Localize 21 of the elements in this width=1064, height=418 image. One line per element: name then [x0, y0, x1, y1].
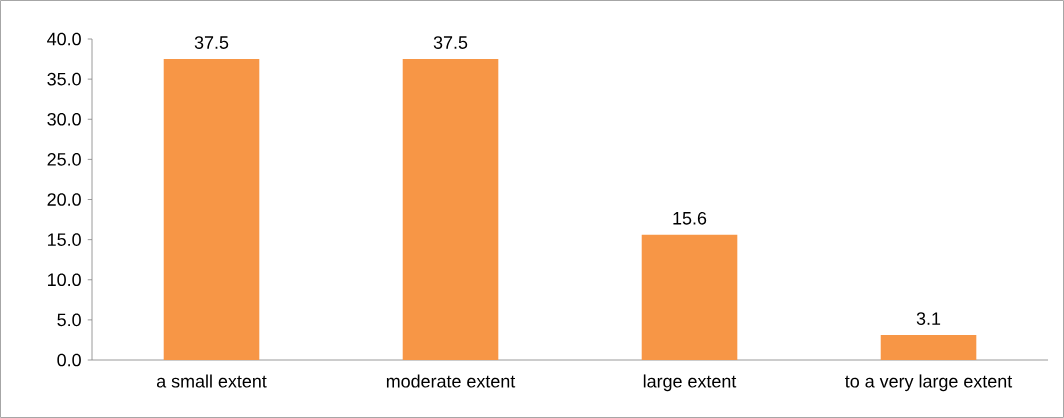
- x-tick-label: to a very large extent: [845, 374, 1013, 392]
- bar: [163, 59, 260, 360]
- x-tick-label: a small extent: [156, 374, 267, 388]
- y-tick-label: 25.0: [47, 153, 81, 166]
- data-label: 3.1: [916, 312, 941, 325]
- y-tick-label: 15.0: [48, 233, 81, 246]
- bar: [402, 59, 499, 360]
- data-label: 37.5: [433, 36, 468, 49]
- y-tick-label: 5.0: [57, 313, 81, 327]
- x-tick-label: large extent: [643, 374, 737, 392]
- bar: [641, 234, 738, 360]
- x-tick-label: moderate extent: [386, 374, 516, 388]
- data-label: 37.5: [194, 36, 229, 49]
- y-tick-label: 40.0: [47, 32, 81, 46]
- y-tick-label: 10.0: [48, 273, 81, 287]
- y-tick-label: 30.0: [47, 112, 81, 126]
- bar: [880, 335, 977, 360]
- data-label: 15.6: [673, 211, 707, 225]
- y-tick-label: 20.0: [47, 193, 81, 206]
- y-tick-label: 35.0: [47, 72, 81, 86]
- y-tick-label: 0.0: [57, 353, 81, 367]
